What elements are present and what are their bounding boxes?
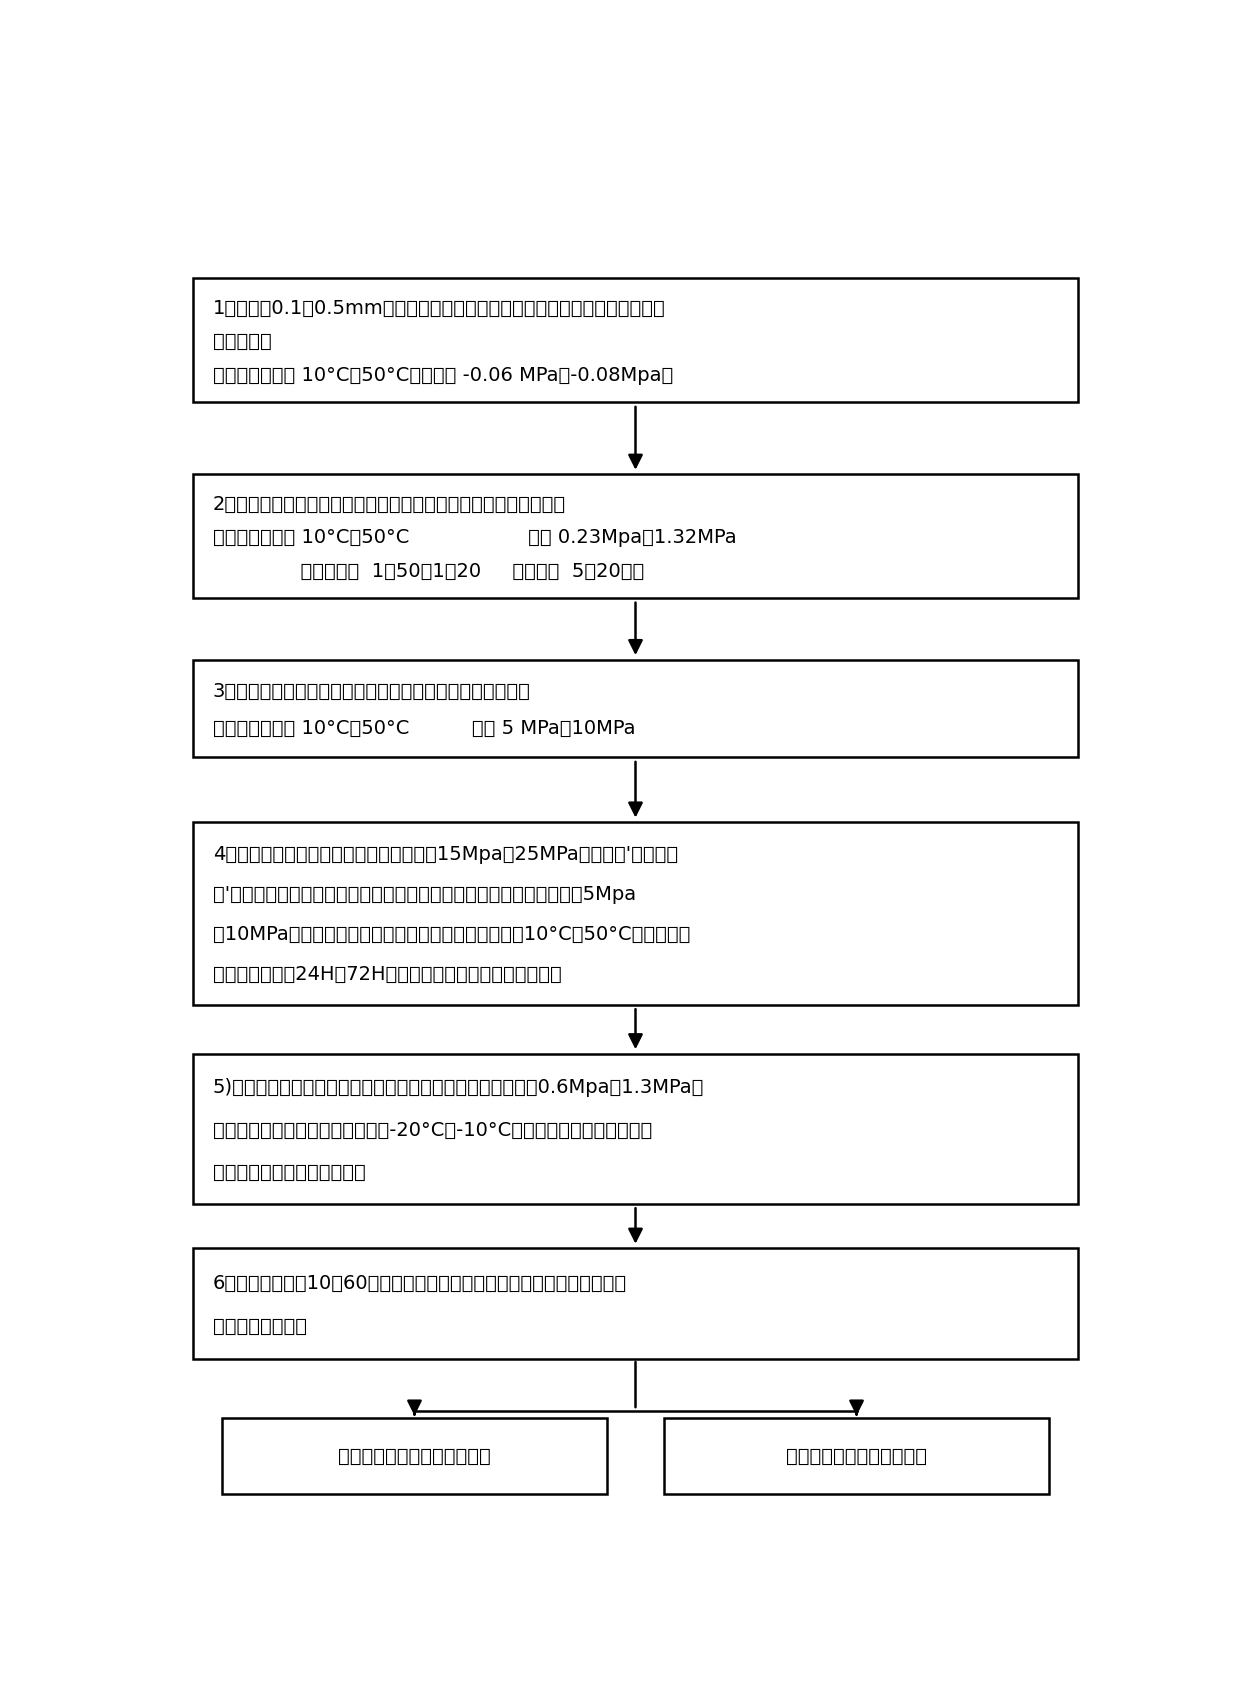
Bar: [193, 1248, 1078, 1359]
Text: 4）在机械泵驱动下，第一容器内混合液以15Mpa至25MPa高压进入'拉法尔喷: 4）在机械泵驱动下，第一容器内混合液以15Mpa至25MPa高压进入'拉法尔喷: [213, 846, 678, 864]
Text: 工艺参数：温度 10°C至50°C          压力 5 MPa至10MPa: 工艺参数：温度 10°C至50°C 压力 5 MPa至10MPa: [213, 719, 635, 737]
Bar: [193, 822, 1078, 1005]
Bar: [193, 278, 1078, 402]
Text: 3）向第一容器中混合液注入惰性气体，将溶剂混合物升压。: 3）向第一容器中混合液注入惰性气体，将溶剂混合物升压。: [213, 681, 531, 700]
Text: 1）将粒径0.1至0.5mm的层状天然石墨装入第一密闭容器，抽真空排除容器内: 1）将粒径0.1至0.5mm的层状天然石墨装入第一密闭容器，抽真空排除容器内: [213, 298, 666, 317]
Text: 体，惰性气体排入大气环境。: 体，惰性气体排入大气环境。: [213, 1163, 366, 1181]
Text: 6）混合溶液静置10至60分钟，将上部溶液转入第三密闭容器，下部溶液转: 6）混合溶液静置10至60分钟，将上部溶液转入第三密闭容器，下部溶液转: [213, 1273, 626, 1293]
Text: 工艺参数：温度 10°C至50°C；真空度 -0.06 MPa至-0.08Mpa。: 工艺参数：温度 10°C至50°C；真空度 -0.06 MPa至-0.08Mpa…: [213, 366, 673, 385]
Text: 及膨胀扩散过程24H至72H，溶剂混合物转入第二密闭容器。: 及膨胀扩散过程24H至72H，溶剂混合物转入第二密闭容器。: [213, 964, 562, 983]
Bar: [222, 1419, 606, 1495]
Text: 含少层或单层石墨的混合液。: 含少层或单层石墨的混合液。: [339, 1448, 491, 1466]
Text: 伴随惰性气体逸出的溶剂蒸汽，在-20°C至-10°C温度范围冷凝转化为混合液: 伴随惰性气体逸出的溶剂蒸汽，在-20°C至-10°C温度范围冷凝转化为混合液: [213, 1120, 652, 1139]
Text: 工艺参数：温度 10°C至50°C                   压力 0.23Mpa至1.32MPa: 工艺参数：温度 10°C至50°C 压力 0.23Mpa至1.32MPa: [213, 529, 737, 547]
Text: 2）向第一密闭容器注入主溶剂，将石墨原料分散、混合在溶剂中。: 2）向第一密闭容器注入主溶剂，将石墨原料分散、混合在溶剂中。: [213, 495, 565, 514]
Bar: [193, 475, 1078, 598]
Text: 含多层或石墨颗粒混合液。: 含多层或石墨颗粒混合液。: [786, 1448, 928, 1466]
Text: 嘴'，将势能和压缩热能转换为流体动能，混合液高速喷射并瞬间降压至5Mpa: 嘴'，将势能和压缩热能转换为流体动能，混合液高速喷射并瞬间降压至5Mpa: [213, 885, 636, 905]
Text: 5)控制第二容器顶部节流装置，排出惰性气体，工作表压降至0.6Mpa至1.3MPa；: 5)控制第二容器顶部节流装置，排出惰性气体，工作表压降至0.6Mpa至1.3MP…: [213, 1078, 704, 1097]
Text: 至10MPa，回流进入密闭容器，控制第一容器内温度为10°C至50°C。重复压缩: 至10MPa，回流进入密闭容器，控制第一容器内温度为10°C至50°C。重复压缩: [213, 925, 689, 944]
Text: 入第四密闭容器。: 入第四密闭容器。: [213, 1317, 306, 1336]
Bar: [193, 659, 1078, 758]
Text: 混合气体。: 混合气体。: [213, 332, 272, 351]
Text: 固、液比例  1：50至1：20     混合时间  5至20分钟: 固、液比例 1：50至1：20 混合时间 5至20分钟: [213, 561, 644, 580]
Bar: [193, 1054, 1078, 1203]
Bar: [665, 1419, 1049, 1495]
